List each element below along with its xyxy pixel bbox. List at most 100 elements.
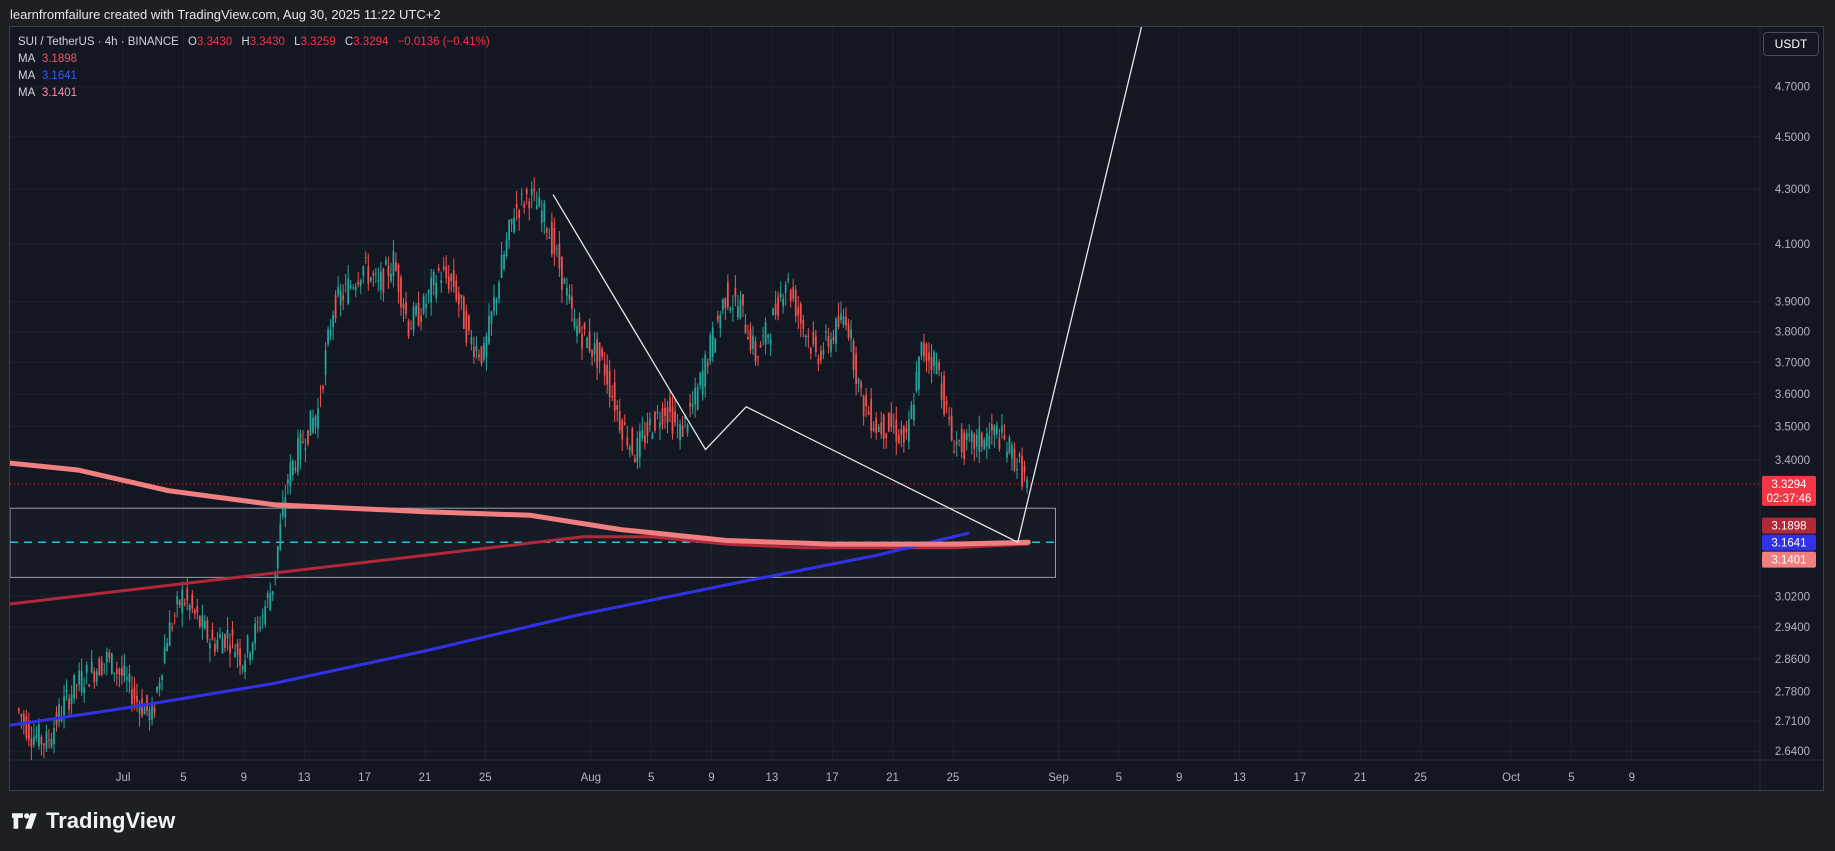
tradingview-logo[interactable]: TradingView [12,808,175,834]
candle-body [726,282,729,308]
candle-body [719,314,722,329]
candle-body [515,204,518,209]
candle-body [684,415,686,419]
candle-body [214,644,216,652]
candle-body [769,339,772,345]
candle-body [276,546,279,568]
candle-body [586,337,588,348]
chart-header-text: learnfromfailure created with TradingVie… [10,7,441,22]
candle-body [900,428,903,436]
x-tick-label: 25 [1414,772,1427,784]
low-label: L [294,36,301,48]
candle-body [729,308,732,311]
candle-body [53,727,55,745]
candle-body [344,283,347,285]
candle-body [902,426,905,443]
y-tick-label: 3.9000 [1775,297,1810,309]
candle-body [671,407,674,434]
candle-body [281,503,284,517]
candle-body [1011,444,1013,459]
candle-body [948,417,950,419]
candle-body [118,669,121,675]
candle-body [1008,437,1011,454]
candle-body [910,404,913,420]
candle-body [239,648,241,666]
candle-body [742,294,744,306]
candle-body [17,708,20,711]
candle-body [623,422,626,425]
candle-body [721,299,724,310]
candle-body [460,294,463,299]
candle-body [445,266,448,279]
candle-body [908,419,910,442]
candle-body [787,278,790,281]
ma-1-label: MA [18,53,35,65]
candle-body [611,395,614,398]
candle-body [747,337,749,340]
brand-name: TradingView [46,808,176,833]
low-value: 3.3259 [300,36,336,48]
candle-body [892,426,895,428]
candle-body [374,272,377,275]
candle-body [978,428,981,452]
candle-body [988,435,991,449]
candle-body [835,318,837,344]
candle-body [324,350,327,375]
x-tick-label: 17 [1293,772,1306,784]
candle-body [1013,448,1016,470]
candle-body [591,349,593,357]
candle-body [601,348,604,358]
candle-body [88,684,91,687]
y-tick-label: 4.1000 [1775,239,1810,251]
candle-body [141,698,143,716]
candle-body [397,264,400,292]
currency-button[interactable]: USDT [1763,32,1819,56]
ma-legend-1[interactable]: MA 3.1898 [18,51,490,68]
candle-body [100,661,103,676]
x-tick-label: Jul [116,772,131,784]
candle-body [342,295,345,300]
candle-body [115,668,118,674]
x-tick-label: Sep [1048,772,1068,784]
ma-tag-3: 3.1401 [1771,555,1806,567]
ma-tag-1: 3.1898 [1771,521,1806,533]
candle-body [467,315,470,331]
candle-body [465,311,468,343]
candle-body [638,431,641,458]
x-tick-label: 9 [1176,772,1182,784]
candle-body [35,735,38,738]
candle-body [538,196,541,207]
candle-body [93,671,96,683]
candle-body [362,266,365,276]
candle-body [613,382,616,412]
candle-body [870,399,873,432]
candle-body [178,600,181,606]
candle-body [797,307,800,316]
candle-body [113,672,116,674]
candle-body [827,335,830,347]
projection-zigzag-line [552,27,1143,544]
change-value: −0.0136 (−0.41%) [397,36,490,48]
candle-body [156,686,158,692]
candle-body [425,304,428,308]
candle-body [563,278,566,284]
candle-body [918,356,920,390]
candle-body [349,285,352,288]
candle-body [583,322,586,330]
candle-body [259,627,262,629]
candle-body [488,315,490,344]
candle-body [762,335,764,337]
ma-legend-3[interactable]: MA 3.1401 [18,85,490,102]
candle-body [830,339,832,352]
candle-body [626,437,629,446]
candle-body [925,343,928,362]
candle-body [724,297,727,308]
candle-body [201,615,204,627]
candle-body [960,428,963,453]
candle-body [226,630,229,639]
candle-body [432,271,435,285]
candle-body [450,274,453,282]
ma-legend-2[interactable]: MA 3.1641 [18,68,490,85]
chart-frame[interactable] [9,26,1824,791]
